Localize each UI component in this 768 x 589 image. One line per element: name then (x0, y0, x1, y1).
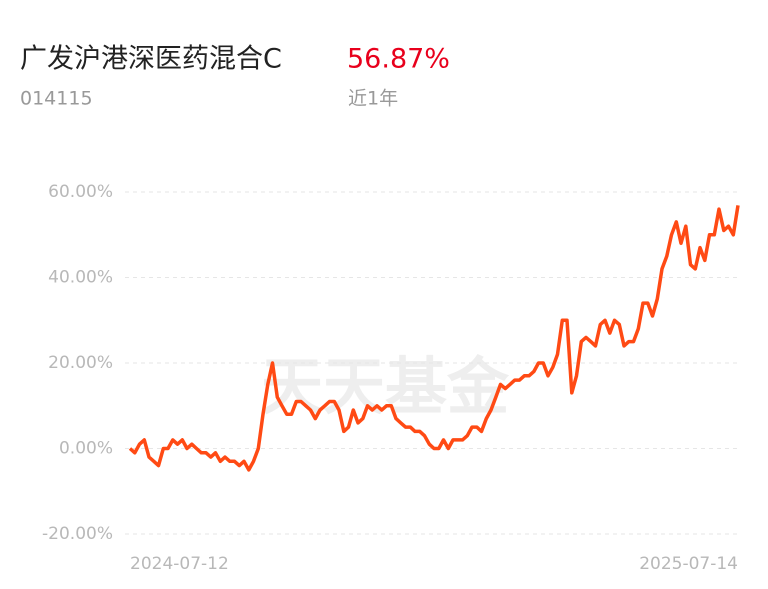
y-tick-label: 60.00% (48, 182, 113, 202)
period: 近1年 (348, 88, 398, 110)
y-tick-label: 40.00% (48, 268, 113, 288)
fund-name: 广发沪港深医药混合C (20, 44, 282, 75)
watermark: 天天基金 (261, 350, 510, 423)
y-tick-label: 0.00% (59, 439, 113, 459)
y-tick-label: 20.00% (48, 353, 113, 373)
x-tick-label: 2025-07-14 (639, 554, 738, 574)
line-series (128, 205, 740, 472)
x-tick-label: 2024-07-12 (130, 554, 229, 574)
fund-return: 56.87% (347, 44, 450, 75)
y-tick-label: -20.00% (42, 524, 113, 544)
fund-code: 014115 (20, 88, 93, 110)
